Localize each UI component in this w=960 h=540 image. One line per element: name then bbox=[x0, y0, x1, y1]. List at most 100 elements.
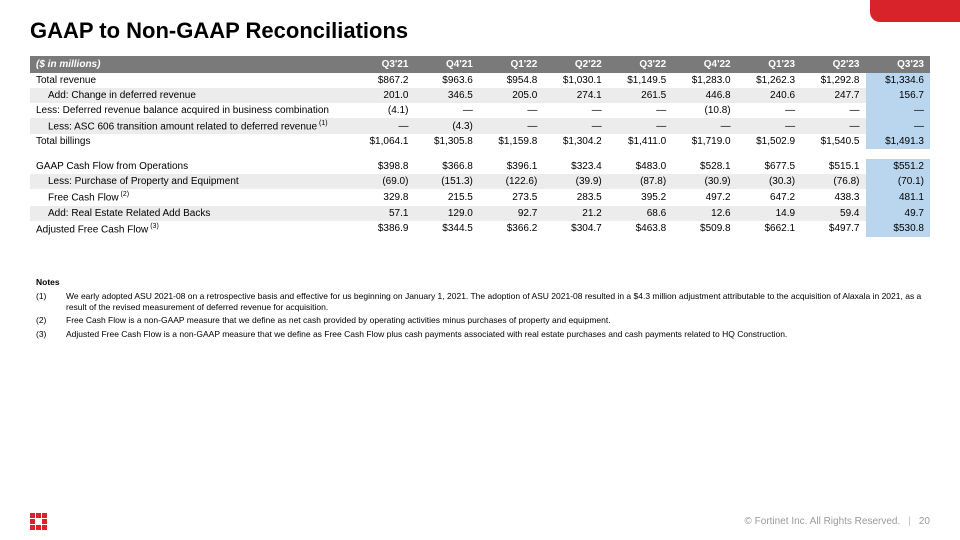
cell: $398.8 bbox=[350, 159, 414, 174]
cell: $396.1 bbox=[479, 159, 543, 174]
cell: — bbox=[350, 118, 414, 134]
cell: 12.6 bbox=[672, 206, 736, 221]
cell: $1,030.1 bbox=[543, 73, 607, 88]
page-title: GAAP to Non-GAAP Reconciliations bbox=[30, 18, 930, 44]
col-header: Q2'22 bbox=[543, 56, 607, 73]
col-header: Q4'22 bbox=[672, 56, 736, 73]
cell: — bbox=[866, 118, 931, 134]
row-label: Total billings bbox=[30, 134, 350, 149]
col-header: Q4'21 bbox=[414, 56, 478, 73]
cell: $304.7 bbox=[543, 221, 607, 237]
cell: $662.1 bbox=[737, 221, 801, 237]
logo-icon bbox=[30, 513, 47, 530]
col-header: Q1'23 bbox=[737, 56, 801, 73]
table-row: Adjusted Free Cash Flow (3)$386.9$344.5$… bbox=[30, 221, 930, 237]
cell: 647.2 bbox=[737, 189, 801, 205]
cell: 395.2 bbox=[608, 189, 672, 205]
cell: — bbox=[608, 118, 672, 134]
col-header: Q1'22 bbox=[479, 56, 543, 73]
notes-section: Notes (1)We early adopted ASU 2021-08 on… bbox=[30, 277, 930, 340]
row-label: Less: Deferred revenue balance acquired … bbox=[30, 103, 350, 118]
cell: — bbox=[866, 103, 931, 118]
cell: $1,540.5 bbox=[801, 134, 865, 149]
cell: $463.8 bbox=[608, 221, 672, 237]
note-text: Free Cash Flow is a non-GAAP measure tha… bbox=[66, 315, 924, 326]
row-label: Less: Purchase of Property and Equipment bbox=[30, 174, 350, 189]
cell: 273.5 bbox=[479, 189, 543, 205]
cell: 215.5 bbox=[414, 189, 478, 205]
cell: $515.1 bbox=[801, 159, 865, 174]
cell: $1,502.9 bbox=[737, 134, 801, 149]
cell: $551.2 bbox=[866, 159, 931, 174]
table-header-row: ($ in millions) Q3'21 Q4'21 Q1'22 Q2'22 … bbox=[30, 56, 930, 73]
cell: $1,149.5 bbox=[608, 73, 672, 88]
table-row: GAAP Cash Flow from Operations$398.8$366… bbox=[30, 159, 930, 174]
cell: — bbox=[414, 103, 478, 118]
note-item: (3)Adjusted Free Cash Flow is a non-GAAP… bbox=[36, 329, 924, 340]
cell: 68.6 bbox=[608, 206, 672, 221]
cell: $1,305.8 bbox=[414, 134, 478, 149]
reconciliation-table: ($ in millions) Q3'21 Q4'21 Q1'22 Q2'22 … bbox=[30, 56, 930, 237]
cell: $323.4 bbox=[543, 159, 607, 174]
row-label: Adjusted Free Cash Flow (3) bbox=[30, 221, 350, 237]
cell: 346.5 bbox=[414, 88, 478, 103]
cell: $1,292.8 bbox=[801, 73, 865, 88]
cell: — bbox=[672, 118, 736, 134]
cell: $366.2 bbox=[479, 221, 543, 237]
table-row: Free Cash Flow (2)329.8215.5273.5283.539… bbox=[30, 189, 930, 205]
cell: (151.3) bbox=[414, 174, 478, 189]
copyright-text: © Fortinet Inc. All Rights Reserved. bbox=[745, 516, 901, 527]
page-footer: © Fortinet Inc. All Rights Reserved. | 2… bbox=[30, 513, 930, 530]
note-item: (2) Free Cash Flow is a non-GAAP measure … bbox=[36, 315, 924, 326]
cell: 14.9 bbox=[737, 206, 801, 221]
table-row: Total billings$1,064.1$1,305.8$1,159.8$1… bbox=[30, 134, 930, 149]
cell: — bbox=[608, 103, 672, 118]
cell: 240.6 bbox=[737, 88, 801, 103]
cell: (4.1) bbox=[350, 103, 414, 118]
note-item: (1) We early adopted ASU 2021-08 on a ret… bbox=[36, 291, 924, 312]
cell: — bbox=[543, 118, 607, 134]
cell: 129.0 bbox=[414, 206, 478, 221]
cell: (70.1) bbox=[866, 174, 931, 189]
cell: $386.9 bbox=[350, 221, 414, 237]
cell: 156.7 bbox=[866, 88, 931, 103]
cell: 92.7 bbox=[479, 206, 543, 221]
cell: 21.2 bbox=[543, 206, 607, 221]
cell: 49.7 bbox=[866, 206, 931, 221]
col-header: Q3'22 bbox=[608, 56, 672, 73]
cell: — bbox=[801, 118, 865, 134]
cell: (39.9) bbox=[543, 174, 607, 189]
note-number: (2) bbox=[36, 315, 54, 326]
cell: $954.8 bbox=[479, 73, 543, 88]
page-number: 20 bbox=[919, 516, 930, 527]
cell: $1,262.3 bbox=[737, 73, 801, 88]
cell: (30.3) bbox=[737, 174, 801, 189]
cell: $1,411.0 bbox=[608, 134, 672, 149]
cell: $509.8 bbox=[672, 221, 736, 237]
page-content: GAAP to Non-GAAP Reconciliations ($ in m… bbox=[0, 0, 960, 339]
spacer-row bbox=[30, 149, 930, 159]
cell: $344.5 bbox=[414, 221, 478, 237]
note-number: (3) bbox=[36, 329, 54, 340]
cell: — bbox=[543, 103, 607, 118]
note-number: (1) bbox=[36, 291, 54, 312]
cell: $530.8 bbox=[866, 221, 931, 237]
cell: $867.2 bbox=[350, 73, 414, 88]
cell: $963.6 bbox=[414, 73, 478, 88]
col-header: Q3'21 bbox=[350, 56, 414, 73]
cell: $1,334.6 bbox=[866, 73, 931, 88]
table-row: Total revenue$867.2$963.6$954.8$1,030.1$… bbox=[30, 73, 930, 88]
table-row: Add: Real Estate Related Add Backs57.112… bbox=[30, 206, 930, 221]
cell: $1,719.0 bbox=[672, 134, 736, 149]
cell: 274.1 bbox=[543, 88, 607, 103]
table-row: Add: Change in deferred revenue201.0346.… bbox=[30, 88, 930, 103]
table-row: Less: Purchase of Property and Equipment… bbox=[30, 174, 930, 189]
note-text: We early adopted ASU 2021-08 on a retros… bbox=[66, 291, 924, 312]
cell: 59.4 bbox=[801, 206, 865, 221]
cell: 201.0 bbox=[350, 88, 414, 103]
cell: — bbox=[737, 118, 801, 134]
col-header: Q2'23 bbox=[801, 56, 865, 73]
cell: (122.6) bbox=[479, 174, 543, 189]
row-label: Free Cash Flow (2) bbox=[30, 189, 350, 205]
cell: (10.8) bbox=[672, 103, 736, 118]
